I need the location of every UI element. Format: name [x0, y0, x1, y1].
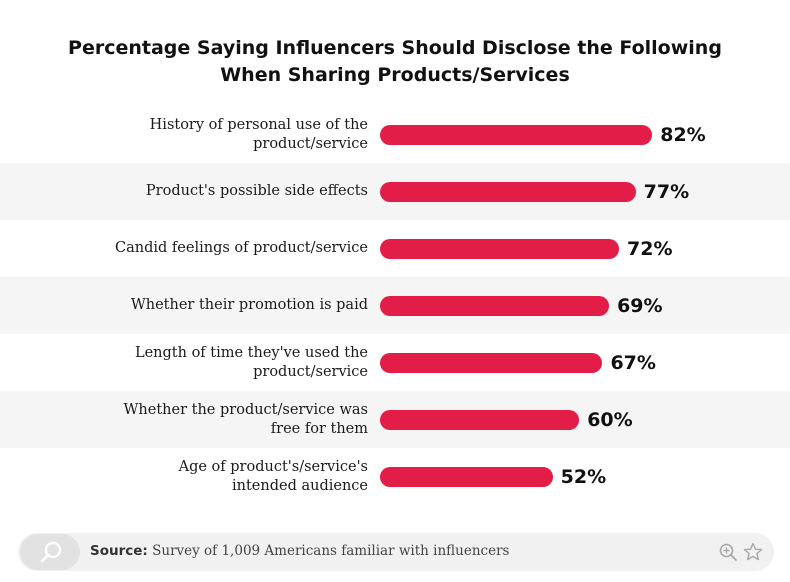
category-label: Candid feelings of product/service — [48, 239, 368, 258]
category-label: History of personal use of the product/se… — [48, 116, 368, 154]
chart-title: Percentage Saying Influencers Should Dis… — [0, 35, 790, 89]
category-label: Whether the product/service was free for … — [48, 401, 368, 439]
category-label-line: Candid feelings of product/service — [115, 240, 368, 256]
category-label-line: free for them — [270, 420, 368, 437]
category-label-line: Length of time they've used the — [134, 344, 368, 361]
source-note: Source: Survey of 1,009 Americans famili… — [90, 543, 509, 559]
data-label: 69% — [617, 294, 663, 317]
data-label: 60% — [587, 408, 633, 431]
category-label-line: product/service — [253, 363, 368, 380]
bar — [380, 238, 620, 259]
category-label-line: product/service — [253, 135, 368, 152]
zoom-in-icon[interactable] — [718, 542, 738, 562]
search-button[interactable] — [20, 534, 80, 570]
category-label-line: intended audience — [231, 477, 368, 494]
data-label: 52% — [560, 465, 607, 488]
data-label: 77% — [643, 180, 690, 203]
source-text: Survey of 1,009 Americans familiar with … — [152, 543, 510, 559]
category-label: Product's possible side effects — [48, 182, 368, 201]
source-footer: Source: Survey of 1,009 Americans famili… — [18, 533, 774, 571]
bar — [380, 295, 610, 316]
category-label-line: Age of product's/service's — [178, 458, 368, 475]
data-label: 67% — [610, 351, 656, 374]
bar — [380, 466, 553, 487]
bar — [380, 409, 580, 430]
chart-title-line-1: Percentage Saying Influencers Should Dis… — [68, 37, 722, 59]
search-icon — [40, 541, 62, 563]
source-label: Source: — [90, 543, 148, 559]
data-label: 72% — [627, 237, 673, 260]
bar — [380, 352, 603, 373]
bar — [380, 181, 636, 202]
category-label-line: Whether their promotion is paid — [130, 297, 368, 313]
category-label-line: Whether the product/service was — [123, 401, 368, 418]
star-icon[interactable] — [743, 542, 763, 562]
category-label: Whether their promotion is paid — [48, 296, 368, 315]
bar — [380, 124, 653, 145]
category-label-line: History of personal use of the — [149, 116, 368, 133]
category-label: Length of time they've used the product/s… — [48, 344, 368, 382]
data-label: 82% — [660, 123, 706, 146]
category-label: Age of product's/service's intended audie… — [48, 458, 368, 496]
category-label-line: Product's possible side effects — [145, 183, 368, 199]
chart-title-line-2: When Sharing Products/Services — [220, 64, 570, 86]
